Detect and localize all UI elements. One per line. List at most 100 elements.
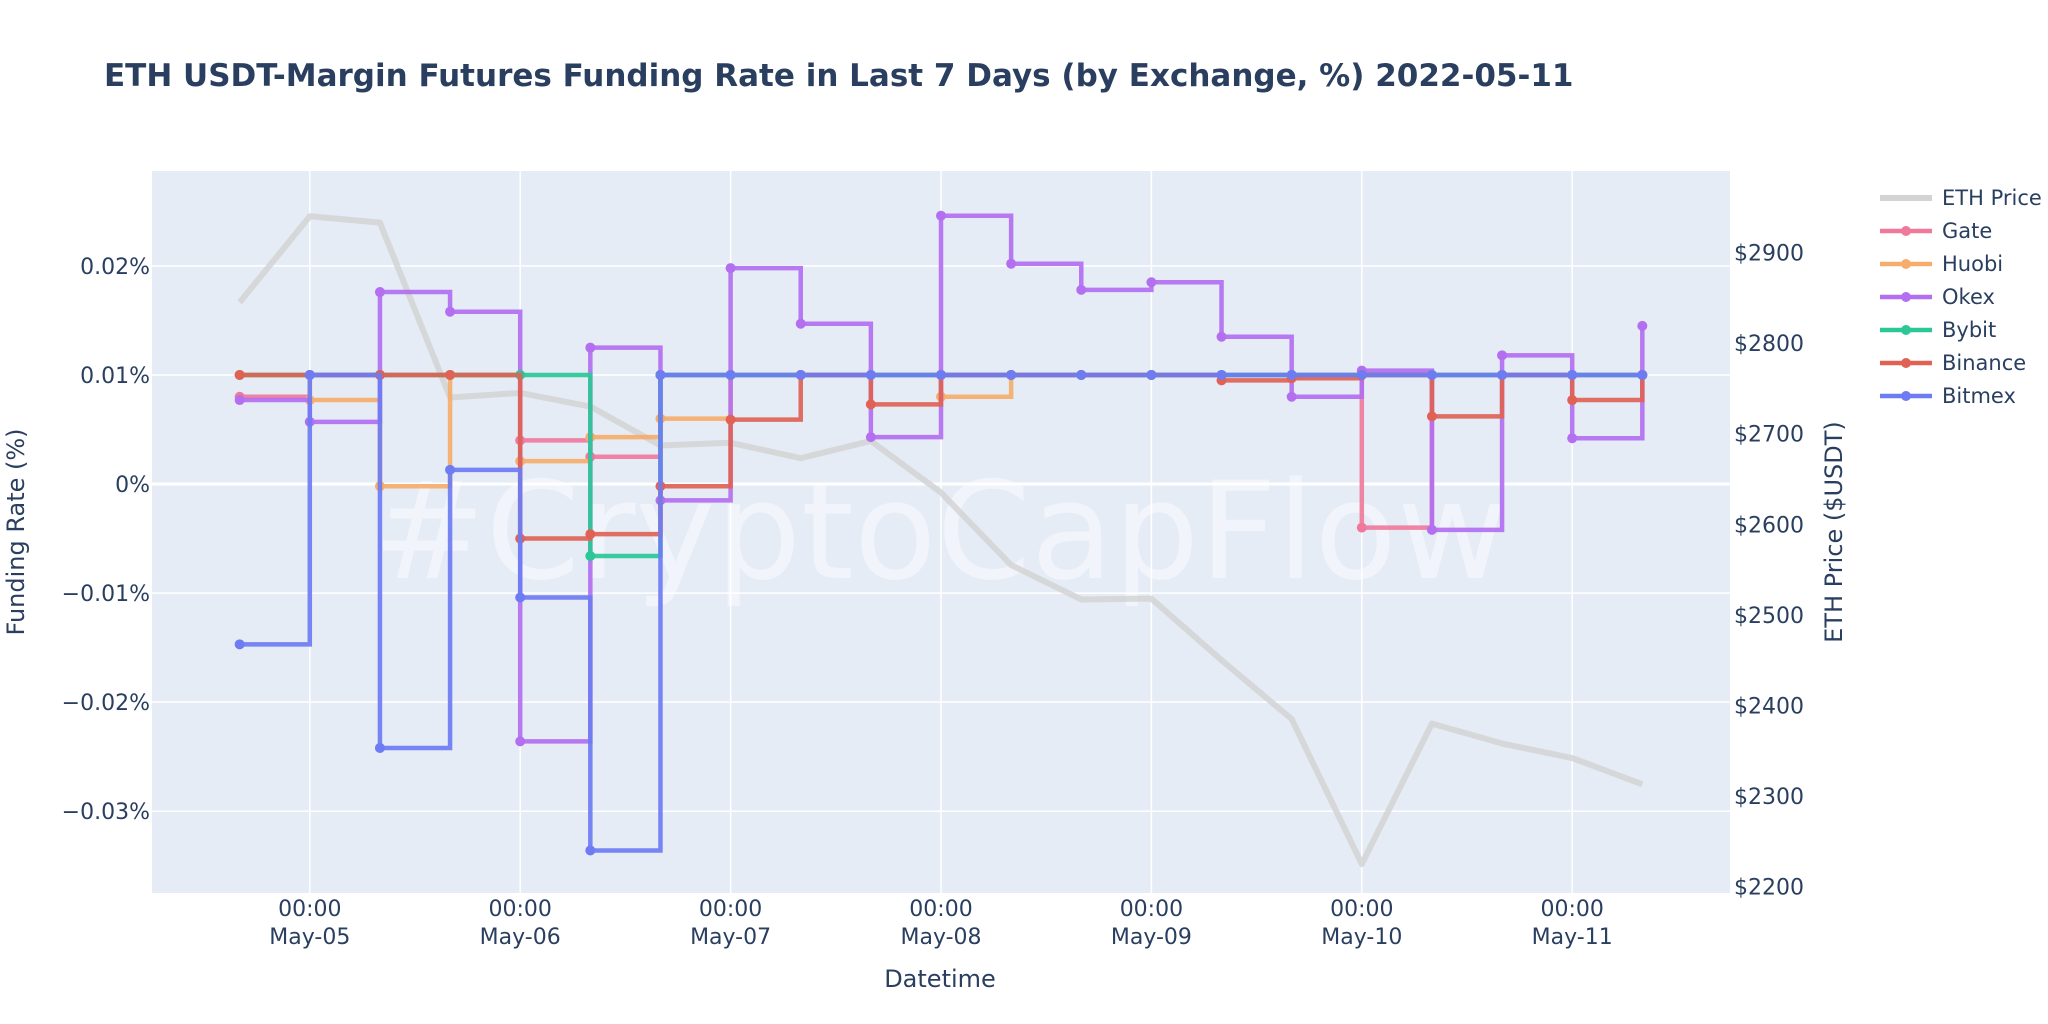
price-layer — [237, 213, 1644, 868]
bitmex-point — [1637, 369, 1648, 380]
y2-tick-label: $2900 — [1734, 242, 1804, 267]
legend-marker-binance — [1901, 358, 1911, 368]
bitmex-point — [1426, 369, 1437, 380]
y-tick-label: 0.01% — [80, 364, 150, 389]
bitmex-point — [585, 845, 596, 856]
okex-point — [936, 210, 946, 221]
bitmex-point — [1286, 369, 1297, 380]
y-tick-label: 0% — [115, 473, 150, 498]
bitmex-point — [234, 639, 245, 650]
okex-point — [1637, 320, 1648, 331]
y2-tick-label: $2300 — [1734, 785, 1804, 810]
y2-tick-label: $2700 — [1734, 423, 1804, 448]
x-tick-date: May-05 — [269, 925, 350, 950]
y2-tick-label: $2600 — [1734, 513, 1804, 538]
okex-point — [1146, 277, 1157, 288]
y-tick-label: −0.01% — [62, 582, 150, 607]
legend: ETH Price Gate Huobi Okex Bybit Binance Bitmex — [1880, 186, 2042, 408]
legend-label-bybit: Bybit — [1942, 318, 1996, 342]
bitmex-point — [1076, 369, 1087, 380]
y-tick-label: −0.03% — [62, 800, 150, 825]
gate-point — [1356, 522, 1367, 533]
x-axis-ticks: 00:00 May-05 00:00 May-06 00:00 May-07 00:00 Ma… — [269, 897, 1612, 950]
x-tick-time: 00:00 — [1120, 897, 1183, 922]
legend-marker-huobi — [1901, 259, 1911, 269]
okex-point — [515, 736, 526, 747]
okex-point — [234, 395, 245, 406]
binance-point — [234, 369, 245, 380]
y-tick-label: 0.02% — [80, 255, 150, 280]
x-tick-time: 00:00 — [909, 897, 972, 922]
y-tick-label: −0.02% — [62, 691, 150, 716]
x-tick-date: May-08 — [900, 925, 981, 950]
y-axis-ticks: 0.02% 0.01% 0% −0.01% −0.02% −0.03% — [62, 255, 150, 825]
okex-point — [585, 342, 596, 353]
legend-label-okex: Okex — [1942, 285, 1995, 309]
legend-marker-bitmex — [1901, 391, 1911, 401]
okex-point — [1497, 350, 1508, 361]
okex-point — [1216, 331, 1227, 342]
bitmex-point — [655, 369, 666, 380]
bitmex-point — [1497, 369, 1508, 380]
y-axis-title: Funding Rate (%) — [2, 428, 30, 635]
y2-tick-label: $2500 — [1734, 604, 1804, 629]
legend-label-eth-price: ETH Price — [1942, 186, 2042, 210]
y2-axis-ticks: $2900 $2800 $2700 $2600 $2500 $2400 $2300 $2200 — [1734, 242, 1804, 901]
x-tick-date: May-11 — [1532, 925, 1613, 950]
bitmex-point — [1356, 369, 1367, 380]
bitmex-point — [936, 369, 946, 380]
binance-point — [1426, 411, 1437, 422]
okex-point — [1426, 524, 1437, 535]
legend-label-gate: Gate — [1942, 219, 1992, 243]
bitmex-point — [865, 369, 876, 380]
okex-point — [1076, 284, 1087, 295]
bitmex-point — [515, 592, 526, 603]
okex-point — [1567, 433, 1578, 444]
x-tick-time: 00:00 — [278, 897, 341, 922]
bitmex-point — [795, 369, 806, 380]
okex-point — [795, 318, 806, 329]
x-tick-time: 00:00 — [1330, 897, 1393, 922]
okex-point — [1286, 391, 1297, 402]
x-tick-time: 00:00 — [488, 897, 551, 922]
binance-point — [585, 529, 596, 540]
bitmex-point — [374, 742, 385, 753]
okex-point — [374, 287, 385, 298]
okex-point — [725, 263, 736, 274]
watermark-text: #CryptoCapFlow — [373, 453, 1508, 610]
binance-point — [1567, 395, 1578, 406]
series-layer — [234, 210, 1648, 856]
x-tick-date: May-06 — [480, 925, 561, 950]
binance-point — [725, 414, 736, 425]
legend-label-bitmex: Bitmex — [1942, 384, 2016, 408]
bitmex-point — [1146, 369, 1157, 380]
x-axis-title: Datetime — [884, 965, 996, 993]
legend-label-huobi: Huobi — [1942, 252, 2003, 276]
legend-label-binance: Binance — [1942, 351, 2026, 375]
binance-point — [445, 369, 456, 380]
x-tick-time: 00:00 — [1540, 897, 1603, 922]
legend-marker-okex — [1901, 292, 1911, 302]
bitmex-point — [304, 369, 315, 380]
okex-point — [445, 306, 456, 317]
binance-point — [865, 399, 876, 410]
x-tick-time: 00:00 — [699, 897, 762, 922]
legend-marker-gate — [1901, 226, 1911, 236]
y2-tick-label: $2400 — [1734, 694, 1804, 719]
x-tick-date: May-10 — [1321, 925, 1402, 950]
bitmex-point — [1216, 369, 1227, 380]
y2-tick-label: $2200 — [1734, 876, 1804, 901]
x-tick-date: May-09 — [1111, 925, 1192, 950]
eth-price-line — [237, 213, 1644, 868]
bybit-point — [585, 550, 596, 561]
bitmex-point — [445, 464, 456, 475]
x-tick-date: May-07 — [690, 925, 771, 950]
y2-axis-title: ETH Price ($USDT) — [1820, 421, 1848, 643]
bitmex-point — [1006, 369, 1017, 380]
okex-point — [865, 432, 876, 443]
y2-tick-label: $2800 — [1734, 332, 1804, 357]
legend-marker-bybit — [1901, 325, 1911, 335]
bitmex-point — [725, 369, 736, 380]
bitmex-point — [1567, 369, 1578, 380]
